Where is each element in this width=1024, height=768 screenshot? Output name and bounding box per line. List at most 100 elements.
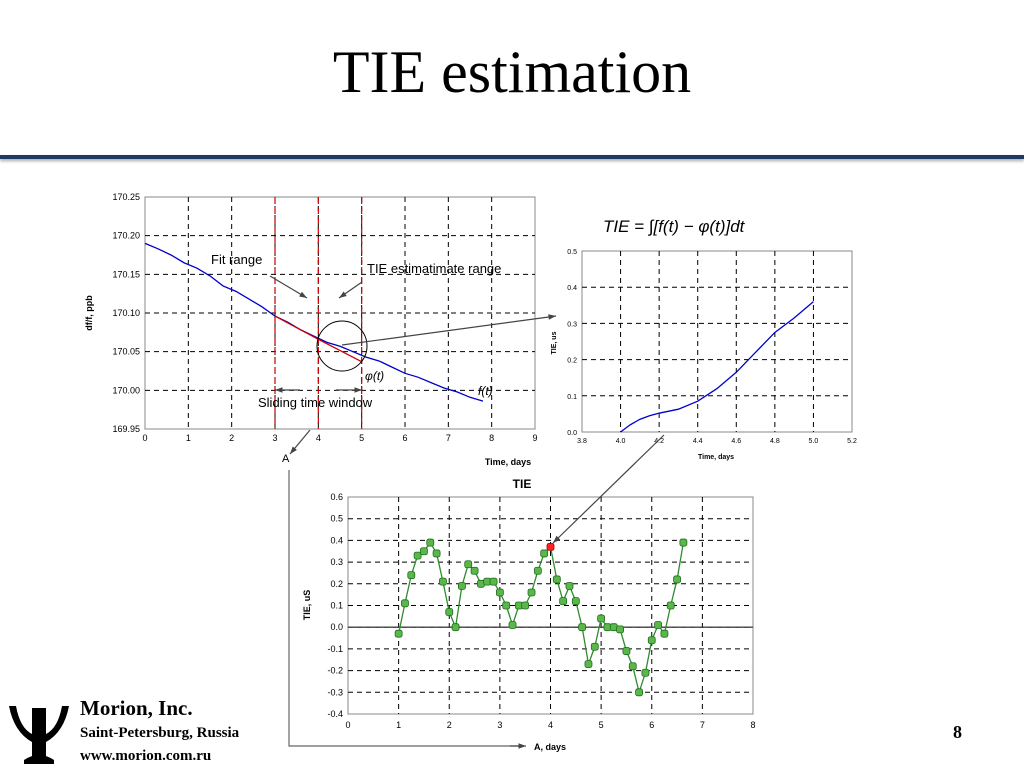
y-axis-label: TIE, uS (302, 590, 312, 621)
tie-data-point (635, 688, 643, 697)
x-tick-label: 4.2 (654, 438, 664, 445)
sliding-window-arrow-left-head (275, 387, 283, 393)
x-tick-label: 2 (229, 433, 234, 443)
tie-data-point (470, 566, 479, 575)
tie-data-point (628, 662, 637, 671)
y-tick-label: 0.3 (567, 321, 577, 328)
tie-data-point (426, 538, 435, 547)
y-tick-label: 0.3 (330, 557, 343, 567)
tie-series-line (397, 541, 685, 695)
y-tick-label: 0.0 (330, 622, 343, 632)
tie-range-label: TIE estimatimate range (367, 261, 501, 276)
x-tick-label: 6 (402, 433, 407, 443)
tie-data-point (413, 551, 422, 560)
frequency-series-line (144, 242, 484, 402)
zoom-callout-arrow-head (548, 314, 556, 320)
tie-point-arrow-head (553, 535, 561, 543)
tie-data-point (401, 599, 409, 608)
x-tick-label: 0 (345, 720, 350, 730)
point-a-label: A (282, 453, 290, 465)
y-tick-label: 169.95 (112, 424, 140, 434)
point-a-arrow-head (290, 446, 297, 454)
tie-data-point (660, 629, 669, 638)
y-tick-label: 170.20 (112, 231, 140, 241)
tie-data-point (597, 614, 606, 623)
fit-range-arrow-head (299, 291, 307, 298)
tie-data-point (540, 549, 549, 558)
tie-data-point (622, 647, 631, 655)
tie-data-point (394, 629, 403, 638)
y-tick-label: 170.05 (112, 347, 140, 357)
tie-data-point (489, 577, 498, 586)
tie-data-point (616, 625, 625, 634)
tie-data-point (584, 660, 593, 668)
company-website-link[interactable]: www.morion.com.ru (80, 748, 212, 764)
morion-trident-logo-icon (9, 706, 69, 764)
sliding-window-arrow-right-head (354, 387, 362, 393)
y-tick-label: 0.4 (330, 535, 343, 545)
y-tick-label: 0.2 (567, 358, 577, 365)
tie-range-arrow-head (339, 291, 347, 298)
phi-t-label: φ(t) (365, 369, 384, 383)
y-tick-label: 170.10 (112, 308, 140, 318)
x-tick-label: 4 (316, 433, 321, 443)
x-tick-label: 7 (446, 433, 451, 443)
x-tick-label: 5.0 (809, 438, 819, 445)
tie-data-point (521, 601, 530, 610)
tie-data-point (527, 588, 536, 597)
plot-area (581, 250, 853, 433)
annotation-overlay: Fit range TIE estimatimate range Sliding t… (211, 217, 746, 749)
tie-data-point (571, 597, 580, 606)
y-axis-label: df/f, ppb (84, 295, 94, 331)
a-axis-connector (288, 470, 522, 747)
x-tick-label: 8 (489, 433, 494, 443)
tie-data-point (432, 549, 441, 558)
y-tick-label: 0.4 (567, 285, 577, 292)
tie-data-point (559, 597, 568, 606)
x-tick-label: 3.8 (577, 438, 587, 445)
x-tick-label: 2 (447, 720, 452, 730)
y-tick-label: 170.00 (112, 385, 140, 395)
x-tick-label: 0 (142, 433, 147, 443)
tie-data-point (495, 588, 504, 597)
tie-data-point (445, 608, 454, 616)
tie-data-point (641, 668, 650, 677)
tie-data-point (565, 582, 574, 590)
title-divider (0, 155, 1024, 159)
x-tick-label: 6 (649, 720, 654, 730)
x-axis-label: Time, days (485, 457, 531, 467)
tie-data-point (533, 566, 542, 575)
fit-range-label: Fit range (211, 252, 262, 267)
tie-data-point (647, 636, 656, 645)
slide-title: TIE estimation (332, 39, 692, 105)
y-tick-label: 170.15 (112, 269, 140, 279)
page-number: 8 (953, 722, 962, 742)
tie-point-arrow (552, 434, 665, 544)
company-city: Saint-Petersburg, Russia (80, 725, 240, 741)
tie-data-point (679, 538, 688, 547)
chart-title: TIE (513, 477, 532, 491)
tie-formula: TIE = ∫[f(t) − φ(t)]dt (603, 217, 746, 236)
x-tick-label: 4.4 (693, 438, 703, 445)
x-tick-label: 8 (750, 720, 755, 730)
x-tick-label: 5 (599, 720, 604, 730)
y-tick-label: 0.5 (330, 514, 343, 524)
tie-data-point (502, 601, 511, 610)
y-tick-label: -0.2 (327, 666, 343, 676)
y-tick-label: 0.6 (330, 492, 343, 502)
y-axis-label: TIE, us (551, 331, 558, 354)
tie-data-point (552, 575, 561, 584)
tie-data-point (439, 577, 447, 586)
y-tick-label: -0.4 (327, 709, 343, 719)
x-tick-label: 9 (532, 433, 537, 443)
tie-data-point (407, 571, 416, 580)
tie-data-point (590, 642, 599, 651)
tie-data-point (578, 623, 587, 632)
y-tick-label: 0.1 (567, 394, 577, 401)
a-axis-connector-head-head (518, 743, 526, 749)
y-tick-label: -0.3 (327, 687, 343, 697)
y-tick-label: 0.2 (330, 579, 343, 589)
x-tick-label: 4.8 (770, 438, 780, 445)
x-tick-label: 5 (359, 433, 364, 443)
y-tick-label: 0.0 (567, 430, 577, 437)
